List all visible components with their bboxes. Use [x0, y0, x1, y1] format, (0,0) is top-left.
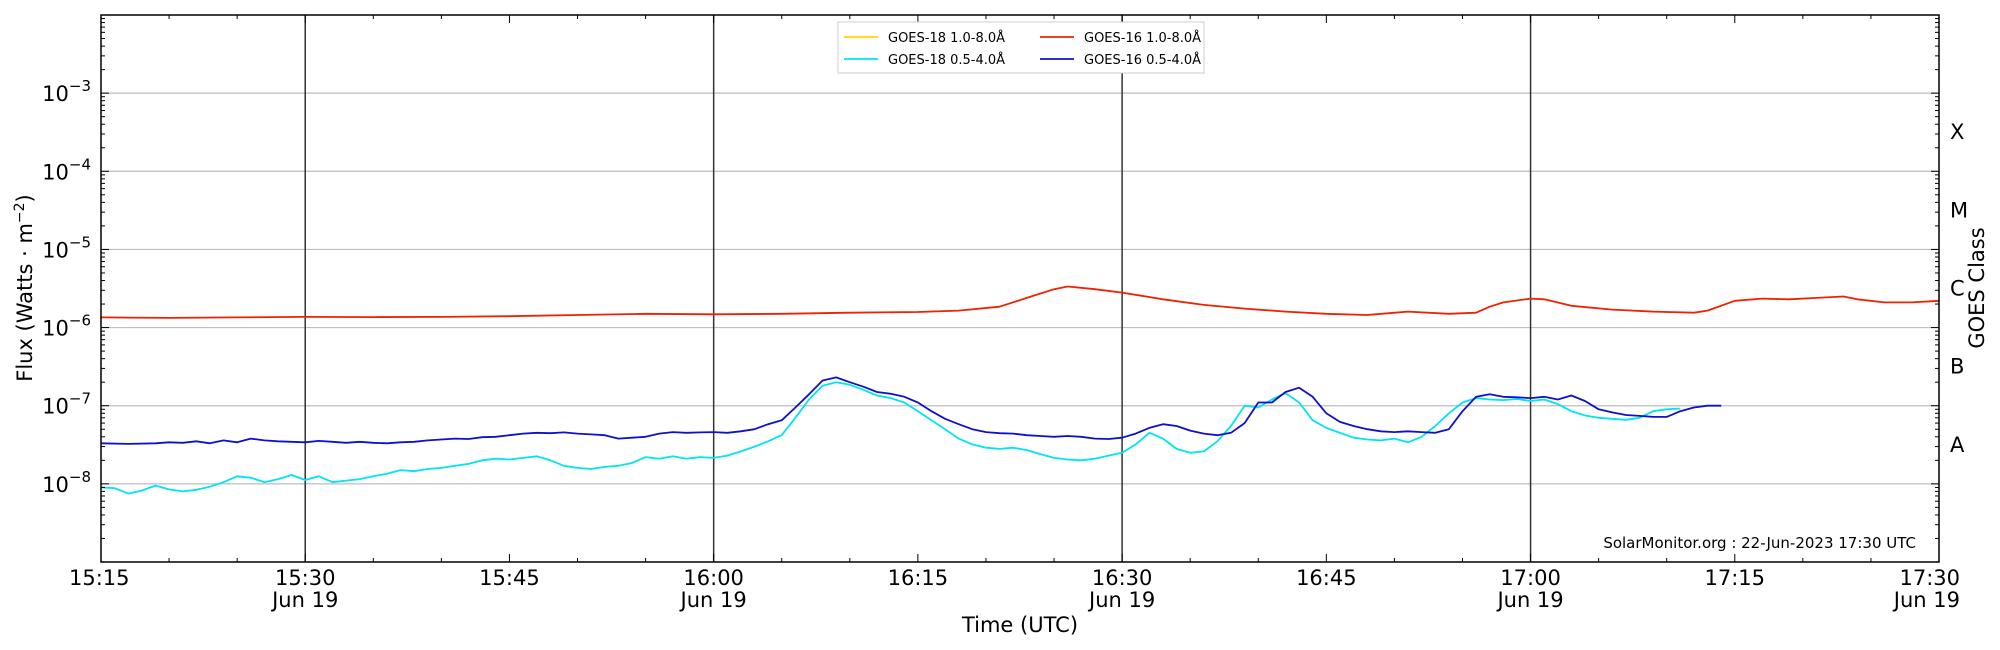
x-tick-date-label: Jun 19	[1495, 588, 1563, 612]
series-line-1	[100, 285, 1940, 319]
vertical-day-lines	[304, 15, 1532, 562]
x-tick-label: 15:30	[275, 566, 336, 590]
y-axis-title-end: )	[13, 194, 37, 202]
y-tick-label: 10−5	[42, 233, 91, 262]
y-tick-label: 10−8	[42, 468, 91, 497]
credit-text: SolarMonitor.org : 22-Jun-2023 17:30 UTC	[1603, 534, 1916, 552]
x-tick-label: 17:00	[1500, 566, 1561, 590]
y-tick-label: 10−6	[42, 312, 91, 341]
y-tick-label: 10−4	[42, 155, 91, 184]
x-tick-date-label: Jun 19	[270, 588, 338, 612]
legend-label: GOES-18 1.0-8.0Å	[888, 30, 1005, 46]
x-axis-title: Time (UTC)	[961, 613, 1078, 637]
goes-class-label: A	[1950, 433, 1965, 457]
y-axis-title-main: Flux (Watts · m	[13, 223, 37, 382]
y-tick-label: 10−3	[42, 77, 91, 106]
x-tick-date-label: Jun 19	[1892, 588, 1960, 612]
plot-frame	[100, 14, 1940, 563]
goes-class-label: C	[1950, 277, 1965, 301]
y-tick-label: 10−7	[42, 390, 91, 419]
y-axis-title-exponent: −2	[12, 202, 28, 223]
legend: GOES-18 1.0-8.0Å GOES-18 0.5-4.0Å GOES-16 …	[837, 21, 1205, 74]
series-lines	[100, 285, 1940, 495]
legend-label: GOES-18 0.5-4.0Å	[888, 52, 1005, 68]
x-tick-label: 16:45	[1296, 566, 1357, 590]
series-line-2	[100, 381, 1681, 495]
legend-label: GOES-16 0.5-4.0Å	[1084, 52, 1201, 68]
goes-class-label: M	[1950, 198, 1968, 222]
legend-box	[837, 21, 1205, 74]
goes-class-label: B	[1950, 355, 1964, 379]
x-tick-date-label: Jun 19	[679, 588, 747, 612]
x-tick-label: 15:15	[69, 566, 130, 590]
grid-lines	[101, 92, 1939, 485]
x-tick-label: 16:15	[888, 566, 949, 590]
legend-label: GOES-16 1.0-8.0Å	[1084, 30, 1201, 46]
x-tick-label: 16:00	[683, 566, 744, 590]
x-tick-date-label: Jun 19	[1087, 588, 1155, 612]
x-tick-label: 15:45	[479, 566, 540, 590]
series-line-3	[100, 376, 1722, 445]
goes-class-label: X	[1950, 120, 1964, 144]
x-tick-label: 17:15	[1705, 566, 1766, 590]
x-tick-label: 17:30	[1899, 566, 1960, 590]
goes-class-axis-title: GOES Class	[1965, 227, 1989, 348]
x-tick-label: 16:30	[1092, 566, 1153, 590]
y-axis-title: Flux (Watts · m−2)	[12, 194, 37, 382]
